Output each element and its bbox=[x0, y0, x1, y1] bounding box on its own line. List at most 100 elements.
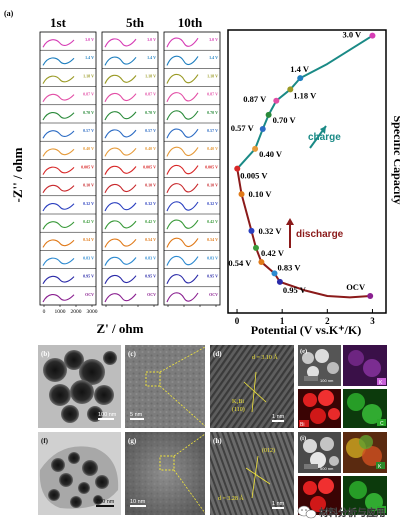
panel-h-spacing: d = 3.28 Å bbox=[218, 494, 244, 502]
eis-row-label: 0.54 V bbox=[207, 237, 218, 242]
capacity-point bbox=[234, 165, 241, 172]
eis-nyquist-curve bbox=[104, 56, 137, 66]
capacity-x-axis-label: Potential (V vs.K⁺/K) bbox=[251, 323, 361, 337]
tem-panel-f: (f) 200 nm bbox=[38, 432, 121, 515]
eis-nyquist-curve bbox=[104, 92, 137, 103]
eis-row-label: 3.0 V bbox=[209, 37, 218, 42]
capacity-point-label: 0.40 V bbox=[259, 149, 283, 159]
capacity-point-label: 0.005 V bbox=[240, 171, 268, 181]
eis-row-label: 0.40 V bbox=[83, 146, 94, 151]
eis-nyquist-curve bbox=[104, 165, 137, 175]
capacity-point bbox=[252, 244, 259, 251]
charge-arrow-head bbox=[320, 126, 326, 134]
capacity-point-label: 0.42 V bbox=[261, 248, 285, 258]
capacity-point bbox=[238, 191, 245, 198]
capacity-point bbox=[258, 259, 265, 266]
eis-nyquist-curve bbox=[166, 37, 199, 48]
panel-e-scale: 100 nm bbox=[320, 378, 334, 383]
capacity-point bbox=[248, 227, 255, 234]
capacity-point-label: 1.18 V bbox=[293, 90, 317, 100]
eis-nyquist-curve bbox=[42, 257, 75, 266]
eis-row-label: 0.95 V bbox=[83, 274, 94, 279]
panel-i-scale: 500 nm bbox=[320, 466, 334, 471]
panel-f-scale: 200 nm bbox=[96, 499, 115, 505]
eds-map-e-bi-label: Bi bbox=[300, 422, 304, 428]
eis-row-label: 0.42 V bbox=[207, 219, 218, 224]
tem-panel-c: (c) 5 nm bbox=[125, 345, 206, 428]
eis-x-tick-label: 2000 bbox=[71, 309, 82, 315]
eds-map-i-k-label: K bbox=[378, 464, 382, 470]
capacity-point bbox=[276, 278, 283, 285]
capacity-point bbox=[265, 111, 272, 118]
eis-nyquist-curve bbox=[104, 274, 137, 285]
panel-d-scale: 1 nm bbox=[272, 414, 285, 420]
panel-f-label: (f) bbox=[41, 437, 49, 445]
eis-nyquist-curve bbox=[42, 221, 75, 230]
eis-row-label: 0.70 V bbox=[207, 110, 218, 115]
eis-row-label: 0.70 V bbox=[83, 110, 94, 115]
eis-row-label: OCV bbox=[85, 292, 94, 297]
eis-row-label: OCV bbox=[147, 292, 156, 297]
eis-x-axis-label: Z' / ohm bbox=[97, 321, 144, 336]
panel-h-scale: 1 nm bbox=[272, 501, 285, 507]
panel-g-scale: 10 nm bbox=[130, 499, 146, 505]
capacity-point bbox=[252, 145, 259, 152]
eis-nyquist-curve bbox=[104, 38, 137, 48]
eis-column-frame bbox=[163, 31, 221, 306]
eis-row-label: 0.40 V bbox=[207, 146, 218, 151]
eis-row-label: 1.4 V bbox=[85, 55, 94, 60]
eis-row-label: 3.0 V bbox=[147, 37, 156, 42]
eis-x-tick-label: 1000 bbox=[55, 309, 66, 315]
eis-nyquist-curve bbox=[42, 239, 75, 248]
panel-a-label: (a) bbox=[4, 9, 14, 18]
eis-row-label: 0.54 V bbox=[145, 237, 156, 242]
eis-row-label: 3.0 V bbox=[85, 37, 94, 42]
eis-row-label: 0.57 V bbox=[145, 128, 156, 133]
tem-panel-e: (e) 100 nm K Bi C bbox=[298, 345, 387, 428]
panel-c-label: (c) bbox=[128, 350, 136, 358]
capacity-point-label: 0.87 V bbox=[243, 94, 267, 104]
eis-row-label: 0.005 V bbox=[81, 164, 94, 169]
cycle-header-10th: 10th bbox=[178, 15, 203, 30]
eis-row-label: 0.10 V bbox=[83, 183, 94, 188]
eis-nyquist-curve bbox=[42, 75, 75, 84]
eis-nyquist-curve bbox=[42, 112, 75, 121]
capacity-series-charge bbox=[236, 34, 373, 170]
capacity-x-tick-label: 2 bbox=[325, 316, 330, 326]
eis-row-label: 0.83 V bbox=[83, 255, 94, 260]
eis-nyquist-curve bbox=[104, 129, 137, 139]
eis-nyquist-curve bbox=[42, 148, 75, 157]
eis-row-label: 0.10 V bbox=[145, 183, 156, 188]
panel-i-label: (i) bbox=[300, 435, 306, 442]
eis-row-label: 0.10 V bbox=[207, 183, 218, 188]
eds-map-i-c-label: C bbox=[380, 508, 384, 514]
eis-nyquist-curve bbox=[42, 294, 75, 303]
capacity-point-label: 1.4 V bbox=[290, 64, 310, 74]
panel-d-plane: (110) bbox=[232, 406, 245, 413]
capacity-point-label: 0.83 V bbox=[277, 262, 301, 272]
eds-map-e-k-label: K bbox=[379, 380, 383, 386]
eis-nyquist-curve bbox=[42, 203, 75, 212]
eis-row-label: 0.32 V bbox=[207, 201, 218, 206]
eis-nyquist-curve bbox=[166, 274, 199, 285]
panel-b-label: (b) bbox=[41, 350, 50, 358]
capacity-point-label: 0.95 V bbox=[283, 285, 307, 295]
eis-nyquist-curve bbox=[104, 183, 137, 194]
tem-panel-d: (d) d = 3.10 Å K₂Bi (110) 1 nm bbox=[210, 345, 294, 428]
eis-nyquist-curve bbox=[104, 256, 137, 266]
eis-nyquist-curve bbox=[104, 220, 137, 230]
capacity-point bbox=[271, 270, 278, 277]
capacity-point bbox=[297, 75, 304, 82]
discharge-arrow-head bbox=[286, 218, 294, 225]
eis-nyquist-curve bbox=[42, 57, 75, 66]
panel-d-label: (d) bbox=[213, 350, 222, 358]
eis-row-label: 0.40 V bbox=[145, 146, 156, 151]
eis-nyquist-curve bbox=[42, 130, 75, 139]
eis-nyquist-curve bbox=[42, 93, 75, 103]
watermark: 材料分析与应用 bbox=[297, 505, 386, 519]
eis-column-frame bbox=[101, 31, 159, 306]
eis-row-label: 0.54 V bbox=[83, 237, 94, 242]
eis-grid: 3.0 V 1.4 V 1.18 V 0.87 V 0.70 V 0.57 V 0.40 V… bbox=[39, 31, 221, 315]
panel-h-label: (h) bbox=[213, 437, 222, 445]
